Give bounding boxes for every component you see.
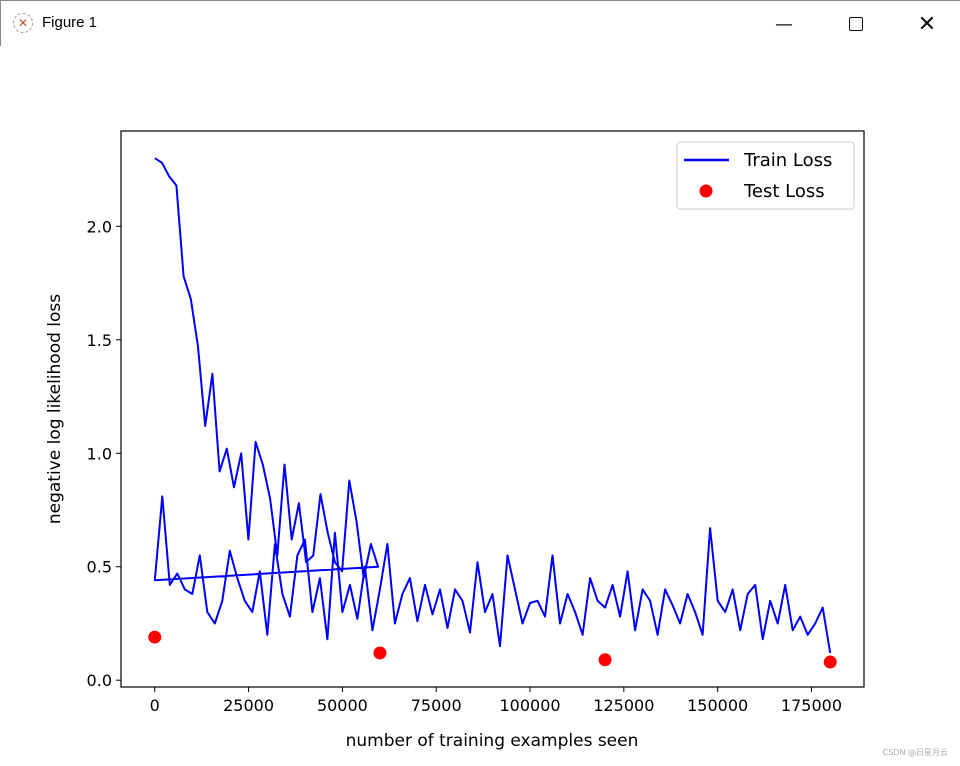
- x-tick-label: 125000: [593, 696, 654, 715]
- matplotlib-icon: ✕: [13, 13, 33, 33]
- y-tick-label: 0.5: [87, 558, 112, 577]
- x-tick-label: 50000: [317, 696, 368, 715]
- minimize-icon: —: [775, 13, 793, 35]
- x-tick-label: 75000: [411, 696, 462, 715]
- legend: Train Loss Test Loss: [676, 141, 855, 210]
- x-tick-label: 25000: [223, 696, 274, 715]
- maximize-icon: [849, 17, 863, 31]
- x-tick-label: 100000: [499, 696, 560, 715]
- test-loss-point: [823, 655, 837, 669]
- y-tick-label: 1.5: [87, 331, 112, 350]
- plot-frame: [120, 130, 865, 688]
- x-tick-label: 175000: [781, 696, 842, 715]
- close-button[interactable]: ✕: [904, 1, 950, 47]
- y-tick-label: 1.0: [87, 444, 112, 463]
- legend-train-label: Train Loss: [743, 150, 832, 171]
- close-icon: ✕: [917, 11, 937, 37]
- window-title: Figure 1: [42, 14, 98, 31]
- train-loss-line: [153, 157, 832, 654]
- y-axis-label: negative log likelihood loss: [45, 294, 65, 524]
- test-loss-point: [598, 653, 612, 667]
- x-tick-label: 0: [150, 696, 160, 715]
- legend-test-label: Test Loss: [743, 181, 825, 202]
- minimize-button[interactable]: —: [761, 1, 807, 47]
- x-tick-label: 150000: [687, 696, 748, 715]
- y-tick-label: 2.0: [87, 217, 112, 236]
- watermark: CSDN @日星月云: [882, 748, 948, 757]
- test-loss-point: [373, 646, 387, 660]
- test-loss-point: [148, 630, 162, 644]
- x-axis-label: number of training examples seen: [346, 731, 639, 751]
- legend-test-swatch: [699, 184, 713, 198]
- y-tick-label: 0.0: [87, 671, 112, 690]
- maximize-button[interactable]: [833, 1, 879, 47]
- title-bar: ✕ Figure 1 — ✕: [0, 0, 960, 46]
